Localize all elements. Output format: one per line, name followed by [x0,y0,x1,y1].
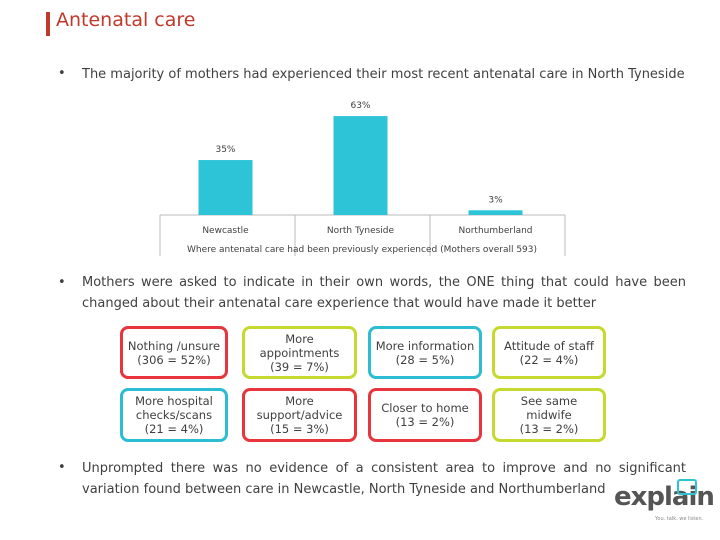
box-label: More support/advice [256,394,343,422]
chart: 35% Newcastle 63% North Tyneside 3% Northumbe… [159,101,566,256]
suggestion-box: Closer to home (13 = 2%) [368,388,482,442]
box-label: More hospital checks/scans [135,394,213,422]
bar [198,160,253,215]
suggestion-box: More hospital checks/scans (21 = 4%) [120,388,228,442]
suggestion-box: More appointments (39 = 7%) [242,326,357,379]
bullet-dot: • [58,275,66,290]
suggestion-box: Nothing /unsure (306 = 52%) [120,326,228,379]
suggestion-box: Attitude of staff (22 = 4%) [492,326,606,379]
value-label: 3% [488,195,503,205]
box-detail: (28 = 5%) [395,352,455,367]
box-detail: (13 = 2%) [395,415,455,429]
bullet-text: Unprompted there was no evidence of a co… [82,461,686,497]
box-detail: (39 = 7%) [270,359,329,374]
value-label: 63% [350,101,370,111]
suggestion-box: More information (28 = 5%) [368,326,482,379]
bar [468,210,523,215]
suggestion-box: See same midwife (13 = 2%) [492,388,606,442]
box-label: More appointments [259,331,340,360]
box-label: Closer to home [381,401,469,415]
logo-tagline: You. talk. we listen. [655,516,704,522]
value-label: 35% [215,145,235,155]
box-label: Attitude of staff [504,338,594,353]
box-detail: (13 = 2%) [519,422,579,436]
bullet-text: Mothers were asked to indicate in their … [82,275,686,311]
x-tick-label: Northumberland [458,226,532,236]
bar [333,116,388,215]
x-axis-title: Where antenatal care had been previously… [187,245,537,255]
logo-bubble [677,479,697,495]
bullet-dot: • [58,460,66,475]
box-detail: (306 = 52%) [137,352,211,367]
box-label: Nothing /unsure [127,338,221,353]
bullet-dot: • [58,66,66,81]
suggestion-box: More support/advice (15 = 3%) [242,388,357,442]
title-accent [46,12,50,36]
box-detail: (21 = 4%) [144,422,204,436]
slide-title: Antenatal care [56,9,196,31]
box-detail: (15 = 3%) [270,422,329,436]
logo: explain [614,482,715,512]
box-label: More information [375,338,475,353]
x-tick-label: North Tyneside [327,226,395,236]
box-detail: (22 = 4%) [519,352,579,367]
x-tick-label: Newcastle [202,226,249,236]
box-label: See same midwife [520,394,578,422]
bullet-text: The majority of mothers had experienced … [82,67,685,82]
